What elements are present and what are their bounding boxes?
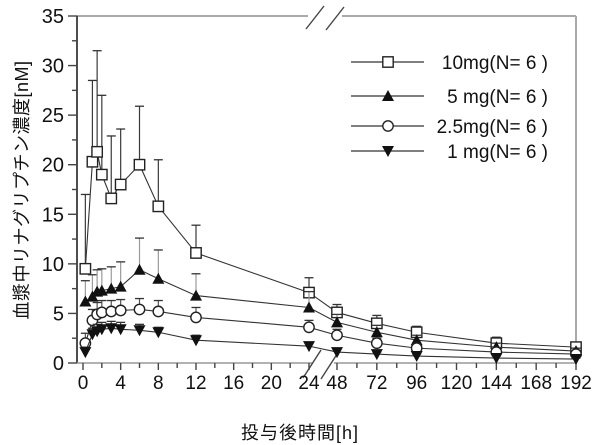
y-tick-label: 15	[42, 204, 64, 226]
legend: 10mg(N= 6 ) 5 mg(N= 6 ) 2.5mg(N= 6 ) 1 mg(N…	[351, 53, 548, 163]
legend-entry-1mg: 1 mg(N= 6 )	[351, 142, 548, 163]
x-tick-label: 48	[326, 373, 347, 394]
x-tick-label: 96	[406, 373, 427, 394]
y-tick-label: 25	[42, 105, 64, 127]
x-tick-label: 144	[480, 373, 512, 394]
series-1mg	[79, 320, 582, 366]
x-tick-label: 4	[115, 373, 126, 394]
top-axis-break-mark	[325, 6, 345, 31]
x-tick-label: 20	[261, 373, 282, 394]
y-tick-label: 35	[42, 6, 64, 28]
x-tick-label: 168	[520, 373, 552, 394]
y-tick-label: 10	[42, 254, 64, 276]
x-tick-label: 24	[298, 373, 320, 394]
x-axis-break-mark	[302, 349, 322, 379]
legend-label: 2.5mg(N= 6 )	[437, 117, 548, 138]
series-2.5mg	[79, 297, 582, 360]
legend-entry-2.5mg: 2.5mg(N= 6 )	[351, 117, 548, 138]
x-tick-label: 0	[78, 373, 89, 394]
y-tick-label: 30	[42, 56, 64, 78]
x-tick-label: 16	[223, 373, 244, 394]
x-tick-label: 72	[366, 373, 387, 394]
y-tick-label: 5	[53, 303, 64, 325]
legend-entry-10mg: 10mg(N= 6 )	[351, 53, 548, 74]
legend-label: 1 mg(N= 6 )	[447, 142, 548, 163]
legend-label: 5 mg(N= 6 )	[447, 87, 548, 108]
x-axis-title: 投与後時間[h]	[240, 423, 360, 443]
series-5mg	[79, 237, 582, 357]
legend-entry-5mg: 5 mg(N= 6 )	[351, 87, 548, 108]
y-axis-title: 血漿中リナグリプチン濃度[nM]	[12, 60, 32, 320]
y-tick-label: 0	[53, 353, 64, 375]
x-tick-label: 12	[185, 373, 206, 394]
x-tick-label: 120	[441, 373, 473, 394]
x-tick-label: 192	[560, 373, 592, 394]
y-tick-label: 20	[42, 155, 64, 177]
top-axis-break-mark	[305, 5, 325, 30]
x-tick-label: 8	[153, 373, 164, 394]
legend-label: 10mg(N= 6 )	[442, 53, 548, 74]
